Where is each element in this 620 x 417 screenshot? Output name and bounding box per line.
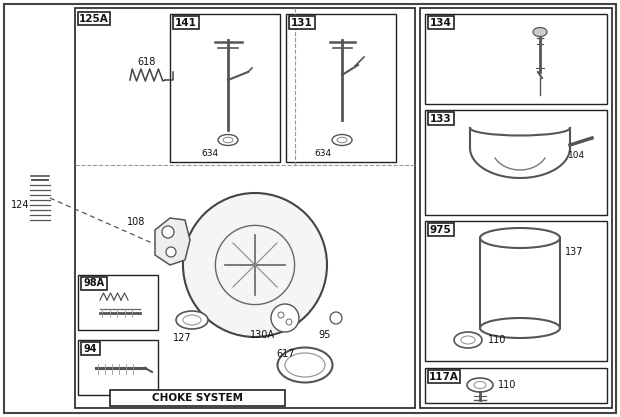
Circle shape bbox=[286, 319, 292, 325]
Text: 137: 137 bbox=[565, 247, 583, 257]
Ellipse shape bbox=[278, 347, 332, 382]
Circle shape bbox=[166, 247, 176, 257]
Circle shape bbox=[183, 193, 327, 337]
Text: 634: 634 bbox=[202, 150, 219, 158]
Text: 125A: 125A bbox=[79, 13, 109, 23]
Text: 110: 110 bbox=[488, 335, 506, 345]
Bar bbox=[78, 12, 110, 25]
Bar bbox=[78, 275, 158, 330]
Bar bbox=[110, 390, 285, 406]
Text: 108: 108 bbox=[127, 217, 145, 227]
Ellipse shape bbox=[480, 228, 560, 248]
Ellipse shape bbox=[337, 137, 347, 143]
Ellipse shape bbox=[285, 353, 325, 377]
Ellipse shape bbox=[467, 378, 493, 392]
Ellipse shape bbox=[332, 135, 352, 146]
Bar bbox=[428, 370, 460, 383]
Text: 95: 95 bbox=[319, 330, 331, 340]
Text: 141: 141 bbox=[175, 18, 197, 28]
Text: 975: 975 bbox=[430, 224, 451, 234]
Text: 617: 617 bbox=[277, 349, 295, 359]
Text: CHOKE SYSTEM: CHOKE SYSTEM bbox=[152, 393, 243, 403]
Text: 110: 110 bbox=[498, 380, 516, 390]
Text: 117A: 117A bbox=[429, 372, 459, 382]
Ellipse shape bbox=[223, 137, 233, 143]
Ellipse shape bbox=[474, 382, 486, 389]
Bar bbox=[420, 8, 612, 408]
Bar bbox=[428, 16, 453, 29]
Ellipse shape bbox=[533, 28, 547, 37]
Text: 133: 133 bbox=[430, 113, 451, 123]
Text: 127: 127 bbox=[173, 333, 192, 343]
Bar bbox=[173, 16, 198, 29]
Text: 124: 124 bbox=[11, 200, 29, 210]
Bar bbox=[170, 14, 280, 162]
Bar bbox=[289, 16, 314, 29]
Text: 634: 634 bbox=[314, 150, 332, 158]
Circle shape bbox=[271, 304, 299, 332]
Text: 98A: 98A bbox=[83, 279, 104, 289]
Circle shape bbox=[215, 226, 294, 304]
Bar bbox=[81, 277, 107, 290]
Text: 104: 104 bbox=[569, 151, 585, 159]
Text: 134: 134 bbox=[430, 18, 452, 28]
Circle shape bbox=[278, 312, 284, 318]
Bar bbox=[425, 368, 607, 403]
Text: 130A: 130A bbox=[249, 330, 275, 340]
Ellipse shape bbox=[461, 336, 475, 344]
Bar bbox=[425, 110, 607, 215]
Bar bbox=[78, 340, 158, 395]
Bar bbox=[428, 223, 453, 236]
Ellipse shape bbox=[183, 315, 201, 325]
Bar bbox=[428, 112, 453, 125]
Bar bbox=[75, 8, 415, 408]
Circle shape bbox=[162, 226, 174, 238]
Bar bbox=[286, 14, 396, 162]
Text: 618: 618 bbox=[138, 57, 156, 67]
Text: 94: 94 bbox=[84, 344, 97, 354]
Ellipse shape bbox=[218, 135, 238, 146]
Ellipse shape bbox=[480, 318, 560, 338]
Text: eReplacementParts.com: eReplacementParts.com bbox=[204, 269, 356, 281]
Bar bbox=[425, 14, 607, 104]
Polygon shape bbox=[155, 218, 190, 265]
Bar bbox=[425, 221, 607, 361]
Ellipse shape bbox=[176, 311, 208, 329]
Circle shape bbox=[330, 312, 342, 324]
Text: 131: 131 bbox=[291, 18, 312, 28]
Bar bbox=[81, 342, 100, 355]
Ellipse shape bbox=[454, 332, 482, 348]
